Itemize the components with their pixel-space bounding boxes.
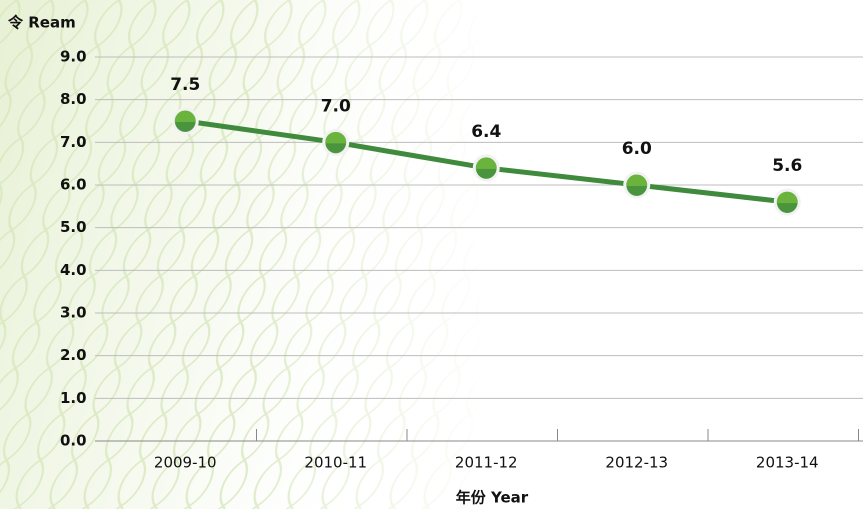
- value-label: 7.0: [321, 96, 351, 116]
- value-label: 7.5: [170, 75, 200, 95]
- background-fade: [250, 0, 490, 509]
- x-tick-label: 2011-12: [455, 454, 518, 472]
- x-tick-label: 2009-10: [154, 454, 217, 472]
- value-label: 5.6: [772, 156, 802, 176]
- y-tick-label: 8.0: [60, 90, 87, 108]
- y-axis-title: 令 Ream: [8, 14, 76, 32]
- value-label: 6.4: [471, 122, 501, 142]
- y-tick-label: 3.0: [60, 304, 87, 322]
- chart: 令 Ream 年份 Year 0.0 1.0 2.0 3.0 4.0 5.0 6.0 7.0 8…: [0, 0, 863, 509]
- y-tick-label: 0.0: [60, 432, 87, 450]
- x-tick-label: 2012-13: [605, 454, 668, 472]
- y-tick-label: 4.0: [60, 261, 87, 279]
- x-tick-label: 2013-14: [756, 454, 819, 472]
- y-tick-label: 2.0: [60, 346, 87, 364]
- y-tick-label: 9.0: [60, 48, 87, 66]
- x-tick-label: 2010-11: [304, 454, 367, 472]
- y-tick-label: 7.0: [60, 133, 87, 151]
- value-label: 6.0: [622, 139, 652, 159]
- y-tick-label: 1.0: [60, 389, 87, 407]
- y-tick-label: 6.0: [60, 176, 87, 194]
- y-tick-label: 5.0: [60, 218, 87, 236]
- x-axis-title: 年份 Year: [456, 489, 529, 507]
